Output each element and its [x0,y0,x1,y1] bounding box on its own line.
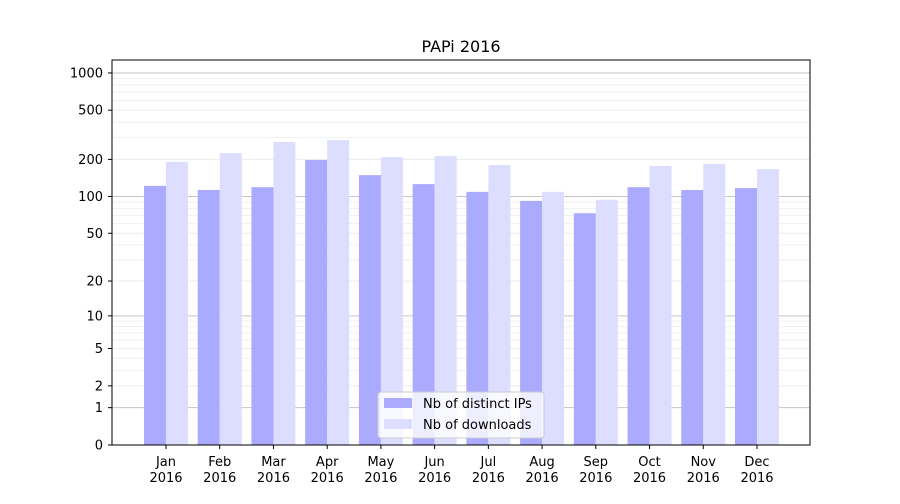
bar-distinct-ips [627,187,650,445]
bar-downloads [649,165,672,445]
y-tick-label: 1 [95,401,103,416]
legend-box [377,391,545,439]
y-tick-label: 200 [78,153,103,168]
bar-distinct-ips [412,184,435,445]
x-tick-label: Sep 2016 [579,455,612,486]
x-tick-label: May 2016 [364,455,397,486]
legend: Nb of distinct IPs Nb of downloads [377,391,545,439]
x-tick-label: Oct 2016 [633,455,666,486]
x-tick-label: Jan 2016 [149,455,182,486]
bar-downloads [273,141,296,445]
bar-downloads [703,163,726,445]
x-tick-label: Aug 2016 [526,455,559,486]
bar-distinct-ips [251,187,274,445]
x-tick-label: Mar 2016 [257,455,290,486]
x-tick-label: Jun 2016 [418,455,451,486]
bar-distinct-ips [520,200,543,445]
y-tick-label: 0 [95,439,103,454]
bar-downloads [166,161,188,445]
y-tick-label: 50 [86,227,103,242]
y-tick-label: 100 [78,190,103,205]
x-tick-label: Nov 2016 [687,455,720,486]
bar-distinct-ips [735,188,757,446]
bar-distinct-ips [358,175,381,446]
bar-distinct-ips [681,189,704,445]
legend-swatch [384,398,412,408]
bar-distinct-ips [197,189,220,445]
legend-label: Nb of downloads [423,418,532,433]
bar-distinct-ips [144,185,166,446]
y-tick-label: 500 [78,104,103,119]
x-tick-label: Apr 2016 [311,455,344,486]
legend-swatch [384,419,412,429]
x-tick-label: Feb 2016 [203,455,236,486]
x-tick-label: Dec 2016 [740,455,773,486]
bar-downloads [595,199,618,445]
y-tick-label: 20 [86,275,103,290]
bar-downloads [488,165,511,445]
legend-label: Nb of distinct IPs [423,397,532,412]
bar-distinct-ips [466,191,489,445]
bar-downloads [757,169,779,445]
bar-distinct-ips [573,213,596,445]
chart-title: PAPi 2016 [421,37,500,56]
bar-distinct-ips [305,159,328,446]
y-tick-label: 10 [86,309,103,324]
bar-downloads [219,153,242,445]
x-tick-label: Jul 2016 [472,455,505,486]
y-tick-label: 2 [95,379,103,394]
bar-downloads [380,157,403,445]
y-tick-label: 1000 [70,66,103,81]
bar-downloads [434,156,457,445]
bar-downloads [327,140,350,445]
plot-frame [111,59,811,446]
y-tick-label: 5 [95,342,103,357]
bar-downloads [542,191,565,445]
